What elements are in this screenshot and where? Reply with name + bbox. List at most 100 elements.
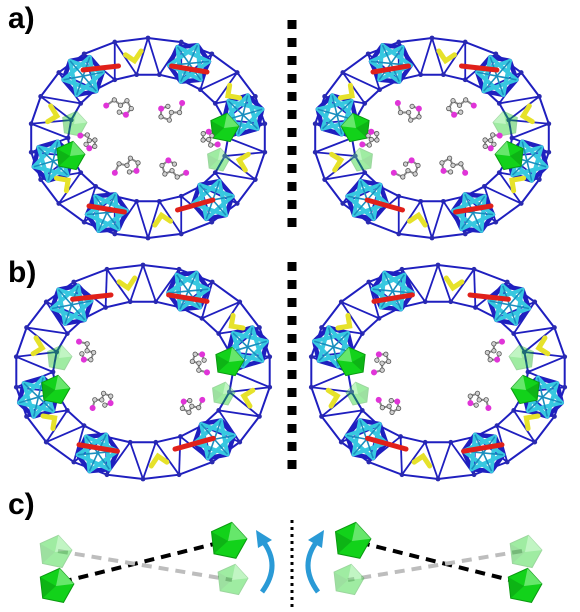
star-spoke	[521, 141, 528, 162]
star-spoke	[321, 114, 338, 130]
cluster-facet	[55, 375, 70, 390]
cluster-facet	[524, 568, 542, 586]
cluster-facet	[229, 347, 244, 362]
star-spoke	[213, 420, 222, 440]
chevron	[337, 82, 355, 101]
ring-strut	[217, 409, 241, 443]
cluster-facet	[47, 351, 59, 367]
chevron-arm	[45, 103, 61, 125]
cluster-facet	[506, 117, 518, 133]
ligand-atom	[84, 132, 90, 138]
star-spoke	[460, 212, 474, 230]
cluster-facet	[215, 354, 229, 373]
cluster-facet	[207, 154, 218, 169]
ligand	[200, 128, 221, 148]
ligand-atom	[165, 103, 171, 109]
ring-node	[440, 72, 446, 78]
cluster-body	[508, 344, 534, 371]
ring-node	[504, 459, 510, 465]
ring-strut	[232, 371, 271, 389]
cluster	[494, 140, 524, 171]
star-motif	[345, 178, 390, 222]
chevron-arm	[152, 211, 173, 228]
chevron	[335, 312, 353, 331]
ring-strut	[25, 326, 58, 353]
ligand-atom	[388, 398, 394, 404]
cluster-facet	[522, 351, 534, 367]
ring-node	[493, 219, 499, 225]
chevron-arm	[148, 452, 170, 469]
ligand-atom	[176, 109, 183, 116]
red-linker	[467, 292, 511, 302]
star-spoke	[542, 382, 558, 398]
star-spoke	[214, 434, 235, 441]
chevron	[30, 335, 46, 357]
star-spoke	[365, 439, 374, 459]
ligand-atom	[467, 393, 473, 399]
cluster-facet	[358, 388, 369, 403]
ring-node	[145, 35, 151, 41]
chevron	[240, 387, 256, 409]
ligand	[467, 390, 492, 411]
ring-node	[209, 219, 215, 225]
ligand-atom	[92, 137, 98, 143]
oxygen-atom	[462, 169, 469, 176]
ligand-atom	[196, 367, 202, 373]
cluster-facet	[352, 522, 371, 541]
red-linker	[365, 435, 409, 452]
cluster-facet	[352, 354, 366, 373]
ring-node	[237, 299, 243, 305]
star-motif	[474, 54, 519, 98]
ring-strut	[473, 269, 477, 308]
star-spoke	[511, 160, 528, 176]
ligand	[359, 128, 380, 148]
ring-strut	[215, 171, 256, 181]
chevron	[443, 275, 465, 292]
ligand-atom	[379, 367, 385, 373]
ring-node	[536, 94, 542, 99]
star-spoke	[353, 199, 368, 216]
oxygen-atom	[499, 338, 505, 345]
cluster-faded	[333, 563, 365, 596]
ligand-atom	[192, 351, 198, 357]
ring-node	[262, 149, 268, 155]
cluster-body	[333, 563, 365, 596]
ring-node	[24, 414, 29, 419]
ligand-atom	[484, 349, 490, 356]
bond-dashed-black	[357, 540, 519, 584]
star-spoke	[71, 304, 86, 321]
ring-strut	[217, 301, 241, 335]
ring-strut	[310, 371, 349, 389]
cluster-facet	[493, 111, 506, 124]
oxygen-atom	[205, 128, 212, 135]
rotation-arrow-right	[305, 538, 321, 594]
cluster-facet	[337, 347, 352, 362]
ring-node	[366, 459, 372, 465]
ring-node	[322, 94, 328, 99]
ligand-atom	[166, 117, 172, 123]
ring-node	[552, 414, 557, 419]
ring-node	[435, 262, 441, 268]
chevron	[45, 103, 61, 125]
panel-c-label: c)	[8, 488, 35, 521]
ring-strut	[178, 436, 182, 475]
ring-strut	[104, 269, 108, 308]
star-spoke	[212, 199, 227, 216]
ring-node	[28, 121, 34, 127]
star-spoke	[331, 95, 338, 116]
ring-node	[71, 459, 77, 465]
ligand	[179, 396, 206, 416]
ligand	[159, 157, 190, 180]
ring-node	[56, 70, 62, 75]
ring-node	[71, 279, 77, 285]
red-linker	[371, 292, 415, 304]
oxygen-atom	[214, 141, 221, 148]
ring-node	[396, 231, 402, 237]
cluster-faded	[349, 147, 373, 172]
ring-node	[399, 472, 405, 478]
cluster-facet	[348, 564, 364, 580]
oxygen-atom	[89, 405, 96, 411]
ring-structures	[13, 35, 568, 482]
chevron-arm	[240, 387, 256, 409]
star-spoke	[541, 396, 549, 417]
